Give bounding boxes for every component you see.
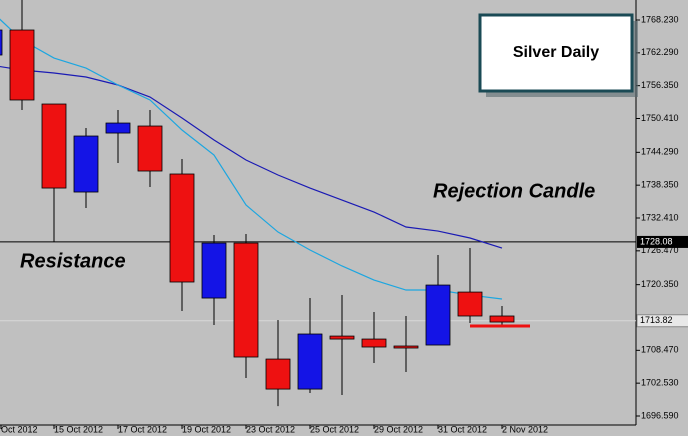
candle-body	[105, 122, 131, 134]
price-tag	[637, 235, 688, 248]
candle-body	[489, 315, 515, 323]
candle-body	[265, 358, 291, 390]
y-tick-label: 1756.350	[641, 80, 679, 90]
x-tick-label: 29 Oct 2012	[374, 424, 423, 434]
candle-body	[73, 135, 99, 193]
y-tick-label: 1744.290	[641, 147, 679, 157]
candle-body	[457, 291, 483, 317]
x-tick-label: 17 Oct 2012	[118, 424, 167, 434]
title-box: Silver Daily	[478, 13, 638, 97]
price-tag-label: 1713.82	[640, 315, 673, 325]
y-tick-label: 1720.350	[641, 279, 679, 289]
candle-body	[41, 103, 67, 189]
y-tick-label: 1738.350	[641, 180, 679, 190]
title-frame	[478, 13, 634, 93]
x-tick-label: 15 Oct 2012	[54, 424, 103, 434]
candle-body	[361, 338, 387, 348]
moving-average	[0, 65, 503, 249]
price-tag-label: 1728.08	[640, 236, 673, 246]
y-tick-label: 1726.470	[641, 245, 679, 255]
candle-body	[297, 333, 323, 390]
x-tick-label: Oct 2012	[1, 424, 38, 434]
y-tick-label: 1750.410	[641, 113, 679, 123]
y-tick-label: 1702.530	[641, 378, 679, 388]
candle-body	[9, 29, 35, 101]
moving-average	[0, 18, 503, 300]
candle-body	[169, 173, 195, 283]
candle-body	[233, 242, 259, 358]
x-tick-label: 2 Nov 2012	[502, 424, 548, 434]
candle-body	[425, 284, 451, 346]
chart-title: Silver Daily	[513, 44, 599, 61]
annotation: Rejection Candle	[433, 180, 595, 202]
x-tick-label: 31 Oct 2012	[438, 424, 487, 434]
candle-body	[329, 335, 355, 340]
x-tick-label: 25 Oct 2012	[310, 424, 359, 434]
price-tag	[636, 314, 688, 328]
annotation: Resistance	[20, 250, 126, 272]
candle-body	[137, 125, 163, 172]
x-tick-label: 19 Oct 2012	[182, 424, 231, 434]
y-tick-label: 1768.230	[641, 14, 679, 24]
y-tick-label: 1696.590	[641, 410, 679, 420]
x-tick-label: 23 Oct 2012	[246, 424, 295, 434]
candle-body	[0, 29, 3, 56]
candle-body	[201, 242, 227, 299]
y-tick-label: 1732.410	[641, 212, 679, 222]
y-tick-label: 1762.290	[641, 47, 679, 57]
y-tick-label: 1708.470	[641, 345, 679, 355]
candle-body	[393, 345, 419, 349]
